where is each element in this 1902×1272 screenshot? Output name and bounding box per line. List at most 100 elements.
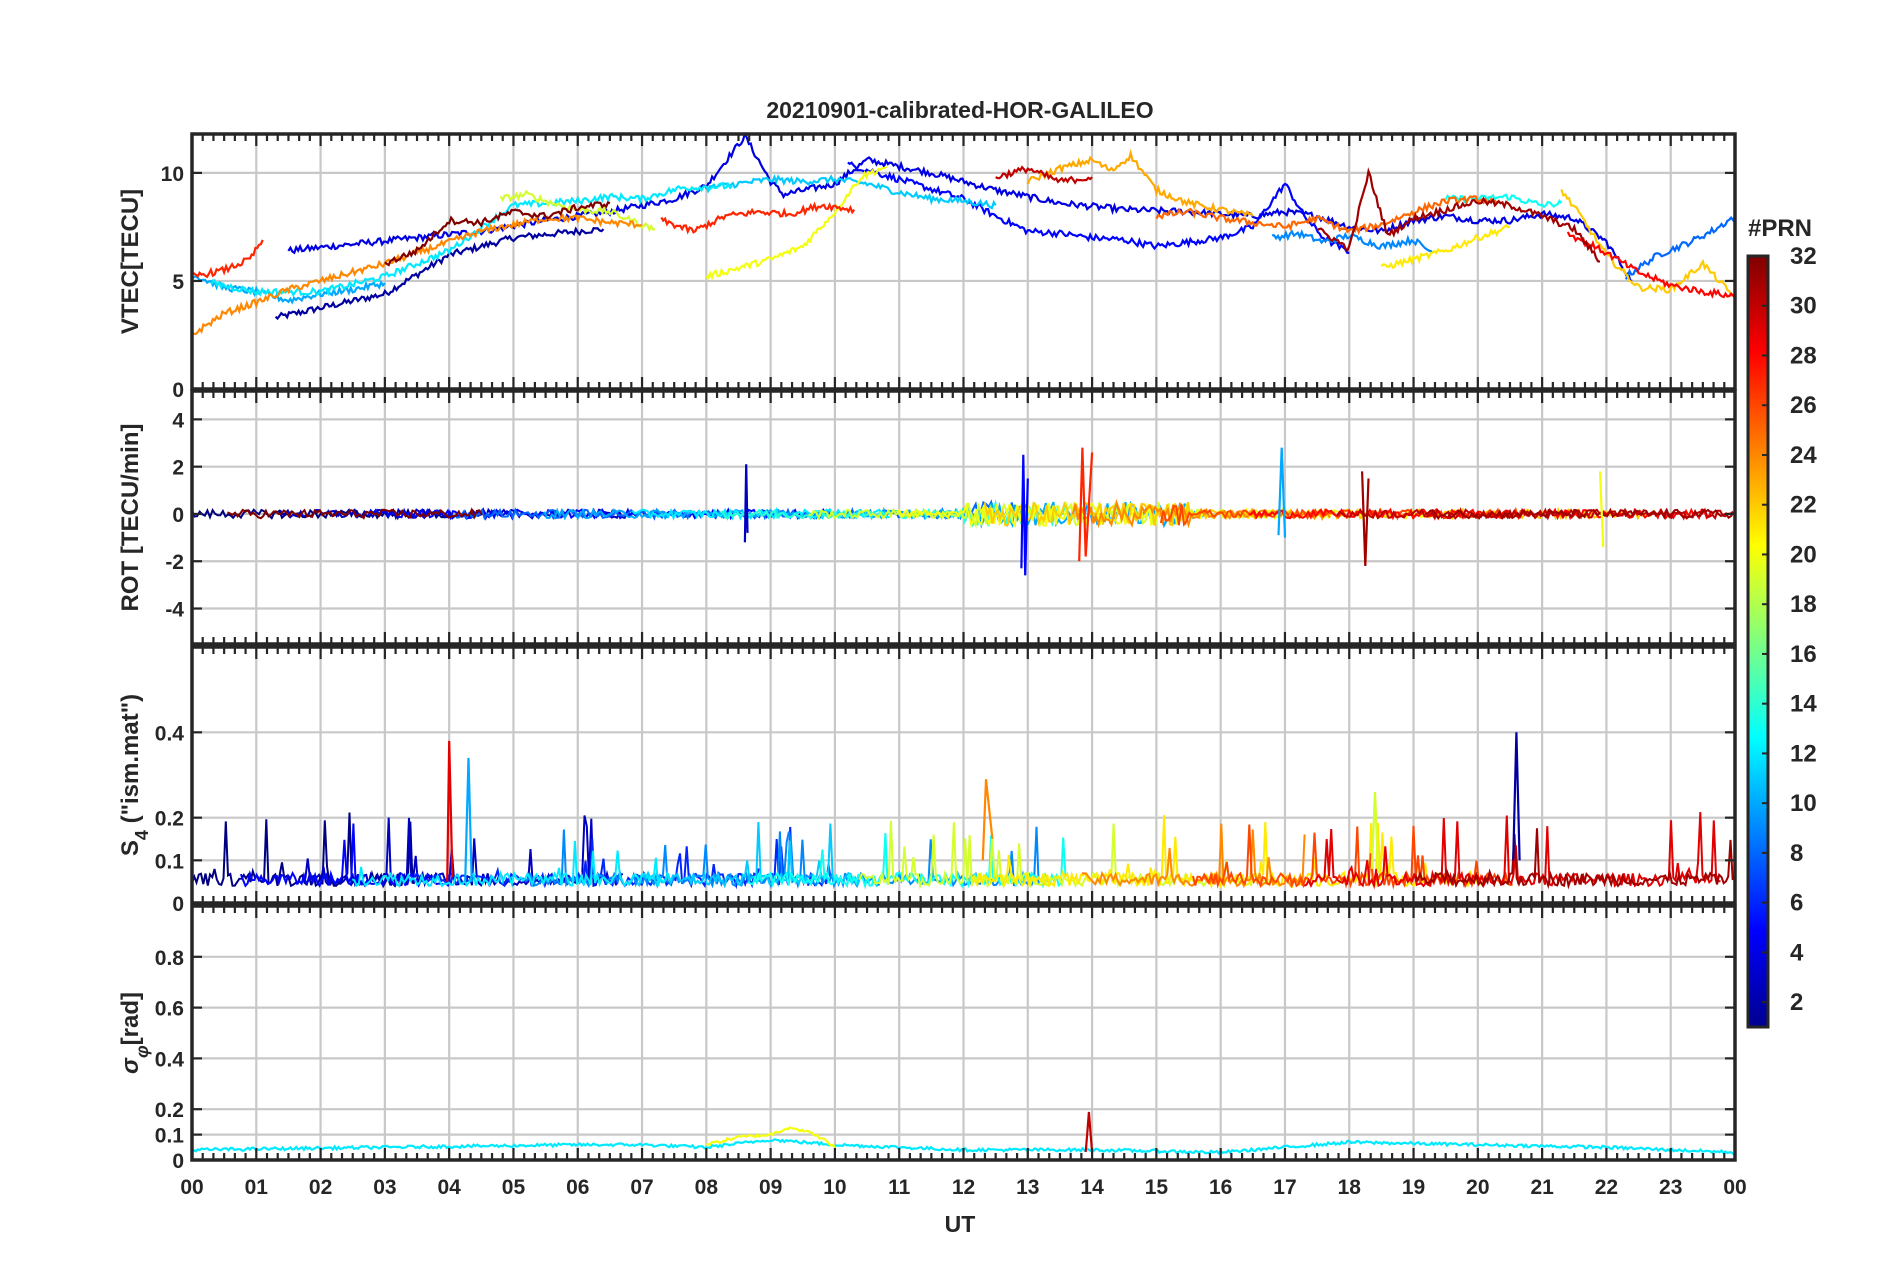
s4-line [1081,823,1306,889]
ticks-rot: -4 -2 0 2 4 [165,391,1737,644]
y-tick-label: 5 [172,271,184,294]
y-tick-label: 4 [172,409,184,432]
y-tick-label: 0.4 [155,1048,185,1071]
rot-series-prn-10 [1277,447,1287,538]
rot-series-prn-27 [1078,447,1094,562]
y-axis-label-rot: ROT [TECU/min] [117,424,144,612]
y-tick-label: 0.8 [155,947,185,970]
y-axis-label-vtec: VTEC[TECU] [117,189,144,334]
y-tick-label: 0.4 [155,722,185,745]
vtec-series-prn-23 [1026,148,1254,218]
ticks-sigma_phi: 00.1 0.2 0.4 0.6 0.8 [155,906,1737,1173]
vtec-series-prn-25 [1155,195,1498,236]
x-tick-label: 08 [695,1176,719,1199]
s4-line [351,841,673,889]
x-tick-label: 17 [1273,1176,1296,1199]
s4-line [858,820,1277,890]
chart-title: 20210901-calibrated-HOR-GALILEO [766,97,1153,123]
s4-line [239,823,464,888]
colorbar-tick-label: 22 [1790,492,1817,519]
x-tick-label: 09 [759,1176,782,1199]
y-label-main: S [117,840,144,856]
y-tick-label: 0.6 [155,998,184,1021]
x-tick-label: 01 [245,1176,269,1199]
vtec-series-prn-27 [192,239,264,279]
x-tick-label: 10 [823,1176,846,1199]
colorbar-gradient [1746,254,1770,1029]
colorbar-tick-label: 2 [1790,989,1803,1016]
rot-series-prn-3 [743,464,749,543]
s4-series-prn-19 [1370,792,1380,874]
x-tick-label: 20 [1466,1176,1489,1199]
vtec-series-prn-24 [192,213,643,336]
s4-line [1414,828,1734,890]
x-tick-label: 15 [1145,1176,1169,1199]
colorbar-tick-label: 4 [1790,939,1804,966]
x-tick-label: 21 [1530,1176,1554,1199]
x-tick-label: 23 [1659,1176,1682,1199]
rot-series-prn-20 [1598,471,1605,548]
x-tick-label: 06 [566,1176,589,1199]
x-tick-label: 00 [180,1176,203,1199]
x-tick-label: 19 [1402,1176,1425,1199]
colorbar-tick-label: 28 [1790,342,1817,369]
x-tick-label: 00 [1723,1176,1746,1199]
vtec-series-prn-31 [1316,167,1601,263]
y-tick-label: 0 [172,504,184,527]
y-tick-label: -2 [165,551,184,574]
colorbar-tick-label: 12 [1790,740,1817,767]
rot-noise-line [226,507,483,520]
series-vtec [192,134,1735,336]
panel-vtec: 0 5 10 VTEC[TECU] [117,132,1737,402]
y-label-rest: ("ism.mat") [117,694,144,830]
vtec-series-prn-12 [210,182,733,298]
s4-line [636,821,861,890]
ticks-vtec: 0 5 10 [161,134,1737,402]
rot-noise-line [1424,507,1735,521]
colorbar-tick-label: 24 [1790,442,1817,469]
y-tick-label: 2 [172,457,184,480]
y-label-sub: 4 [132,830,152,840]
x-tick-label: 16 [1209,1176,1232,1199]
y-tick-label: -4 [165,599,184,622]
s4-series-prn-10 [464,757,473,882]
rot-series-prn-31 [1361,471,1370,567]
vtec-series-prn-30 [995,165,1093,185]
y-tick-label: 0.1 [155,1125,185,1148]
vtec-series-prn-11 [705,174,997,210]
x-tick-label: 14 [1080,1176,1104,1199]
panel-s4: 00.10.20.4S4 ("ism.mat") [117,645,1737,916]
colorbar-tick-label: 26 [1790,392,1817,419]
s4-series-prn-2 [1512,732,1521,861]
x-tick-label: 03 [373,1176,396,1199]
colorbar-tick-label: 18 [1790,591,1817,618]
y-tick-label: 0.2 [155,808,184,831]
x-tick-label: 02 [309,1176,332,1199]
y-tick-label: 0 [172,379,184,402]
series-sigma_phi [192,1111,1735,1156]
x-tick-labels: 00 01 02 03 04 05 06 07 08 09 10 11 12 13 14 15 16 17 18 19… [180,1176,1746,1199]
vtec-series-prn-8 [1624,215,1735,280]
sigma_phi-series-prn-30 [1084,1111,1094,1153]
ticks-s4: 0 0.1 0.2 0.4 [155,647,1737,916]
x-tick-label: 04 [437,1176,461,1199]
colorbar-tick-label: 10 [1790,790,1817,817]
y-axis-label-s4: S4 ("ism.mat") [117,694,152,856]
rot-noise-line [1159,504,1522,527]
colorbar-tick-label: 14 [1790,691,1817,718]
x-tick-label: 22 [1595,1176,1618,1199]
colorbar-tick-label: 32 [1790,243,1817,270]
colorbar-tick-label: 8 [1790,840,1803,867]
vtec-series-prn-22 [1560,189,1735,299]
vtec-series-prn-13 [1444,193,1563,209]
vtec-series-prn-5 [847,161,1350,254]
vtec-series-prn-21 [1380,223,1511,269]
x-tick-label: 13 [1016,1176,1039,1199]
sigma_phi-series-prn-12 [192,1138,1735,1156]
panel-sigma_phi: 00.10.20.40.60.8σφ[rad] [117,904,1737,1173]
rot-series-prn-5 [1020,454,1029,576]
s4-series-prn-24 [981,779,994,861]
y-tick-label: 0 [172,893,184,916]
y-tick-label: 10 [161,163,184,186]
